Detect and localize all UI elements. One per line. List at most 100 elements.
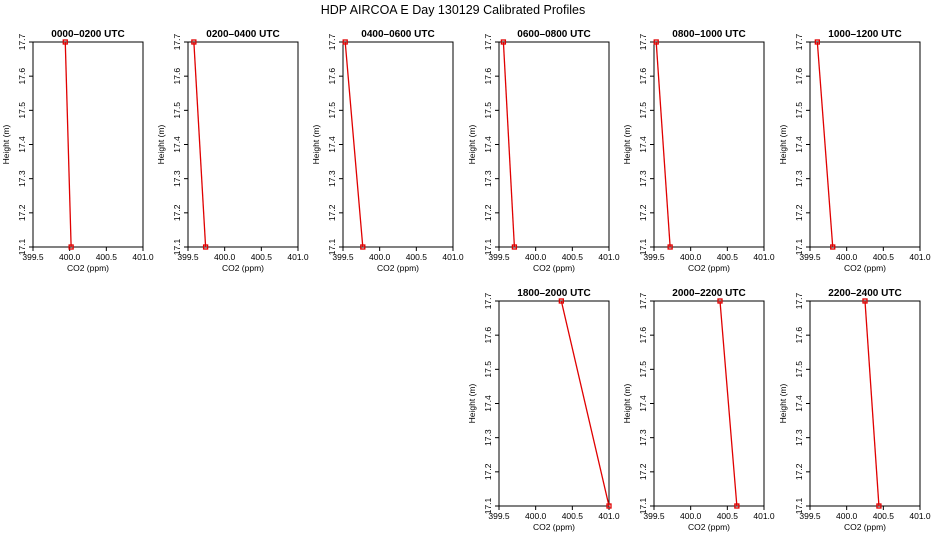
y-axis-label: Height (m) — [778, 125, 788, 165]
y-axis-label: Height (m) — [467, 384, 477, 424]
y-tick-label: 17.1 — [638, 497, 648, 514]
y-tick-label: 17.7 — [638, 33, 648, 50]
y-tick-label: 17.3 — [327, 170, 337, 187]
data-point — [68, 244, 74, 250]
y-tick-label: 17.5 — [794, 361, 804, 378]
data-point — [653, 39, 659, 45]
panel-9: 2200–2400 UTC 399.5 400.0 400.5 401.0 17.1 17.… — [778, 288, 931, 532]
y-tick-label: 17.4 — [794, 136, 804, 153]
y-tick-label: 17.3 — [638, 170, 648, 187]
data-point — [876, 503, 882, 509]
y-tick-label: 17.1 — [794, 497, 804, 514]
x-tick-label: 399.5 — [643, 252, 665, 262]
x-tick-label: 399.5 — [799, 252, 821, 262]
x-axis-label: CO2 (ppm) — [67, 263, 109, 273]
y-tick-label: 17.4 — [327, 136, 337, 153]
x-tick-label: 400.5 — [251, 252, 273, 262]
profile-line — [64, 41, 72, 248]
x-tick-label: 399.5 — [488, 511, 510, 521]
x-tick-label: 401.0 — [132, 252, 154, 262]
x-axis-label: CO2 (ppm) — [688, 522, 730, 532]
y-tick-label: 17.6 — [327, 68, 337, 85]
panel-title: 0200–0400 UTC — [206, 29, 279, 40]
y-tick-label: 17.1 — [483, 238, 493, 255]
x-tick-label: 400.0 — [836, 511, 858, 521]
profile-line — [560, 300, 610, 507]
plot-frame — [653, 41, 765, 248]
panel-5: 0800–1000 UTC 399.5 400.0 400.5 401.0 17.1 17.… — [622, 29, 775, 273]
data-point — [667, 244, 673, 250]
y-tick-label: 17.3 — [483, 170, 493, 187]
plot-frame — [187, 41, 299, 248]
y-tick-label: 17.3 — [638, 429, 648, 446]
x-tick-label: 399.5 — [177, 252, 199, 262]
x-tick-label: 399.5 — [332, 252, 354, 262]
y-tick-label: 17.6 — [483, 68, 493, 85]
y-tick-label: 17.2 — [794, 204, 804, 221]
y-tick-label: 17.4 — [794, 395, 804, 412]
x-tick-label: 400.5 — [406, 252, 428, 262]
plot-frame — [498, 41, 610, 248]
y-tick-label: 17.2 — [17, 204, 27, 221]
y-tick-label: 17.4 — [483, 395, 493, 412]
y-tick-label: 17.3 — [483, 429, 493, 446]
x-tick-label: 401.0 — [598, 511, 620, 521]
y-tick-label: 17.2 — [172, 204, 182, 221]
y-tick-label: 17.5 — [483, 361, 493, 378]
panel-8: 2000–2200 UTC 399.5 400.0 400.5 401.0 17.1 17.… — [622, 288, 775, 532]
y-tick-label: 17.4 — [483, 136, 493, 153]
y-tick-label: 17.7 — [327, 33, 337, 50]
x-tick-label: 399.5 — [488, 252, 510, 262]
x-tick-label: 400.0 — [680, 252, 702, 262]
x-tick-label: 400.0 — [680, 511, 702, 521]
data-point — [862, 298, 868, 304]
x-axis-label: CO2 (ppm) — [222, 263, 264, 273]
y-tick-label: 17.4 — [638, 395, 648, 412]
x-tick-label: 401.0 — [753, 511, 775, 521]
plot-frame — [32, 41, 144, 248]
panel-4: 0600–0800 UTC 399.5 400.0 400.5 401.0 17.1 17.… — [467, 29, 620, 273]
profile-line — [655, 41, 671, 248]
x-tick-label: 400.0 — [525, 252, 547, 262]
x-axis-label: CO2 (ppm) — [533, 263, 575, 273]
y-tick-label: 17.1 — [327, 238, 337, 255]
panel-title: 2000–2200 UTC — [672, 288, 745, 299]
y-axis-label: Height (m) — [1, 125, 11, 165]
y-axis-label: Height (m) — [467, 125, 477, 165]
y-tick-label: 17.1 — [17, 238, 27, 255]
x-tick-label: 400.0 — [59, 252, 81, 262]
x-tick-label: 399.5 — [799, 511, 821, 521]
x-tick-label: 401.0 — [909, 511, 931, 521]
y-tick-label: 17.6 — [638, 327, 648, 344]
panel-3: 0400–0600 UTC 399.5 400.0 400.5 401.0 17.1 17.… — [311, 29, 464, 273]
panel-1: 0000–0200 UTC 399.5 400.0 400.5 401.0 17.1 17.… — [1, 29, 154, 273]
y-axis-label: Height (m) — [622, 125, 632, 165]
data-point — [830, 244, 836, 250]
profile-line — [193, 41, 207, 248]
plot-frame — [809, 300, 921, 507]
y-tick-label: 17.3 — [794, 170, 804, 187]
panel-title: 0800–1000 UTC — [672, 29, 745, 40]
y-tick-label: 17.7 — [17, 33, 27, 50]
y-tick-label: 17.5 — [794, 102, 804, 119]
x-tick-label: 400.5 — [717, 252, 739, 262]
x-axis-label: CO2 (ppm) — [844, 522, 886, 532]
figure-title: HDP AIRCOA E Day 130129 Calibrated Profi… — [321, 3, 585, 17]
x-tick-label: 400.0 — [836, 252, 858, 262]
x-tick-label: 400.0 — [214, 252, 236, 262]
y-tick-label: 17.1 — [172, 238, 182, 255]
panel-2: 0200–0400 UTC 399.5 400.0 400.5 401.0 17.1 17.… — [156, 29, 309, 273]
x-axis-label: CO2 (ppm) — [844, 263, 886, 273]
y-tick-label: 17.7 — [794, 292, 804, 309]
x-tick-label: 399.5 — [643, 511, 665, 521]
x-tick-label: 400.0 — [369, 252, 391, 262]
data-point — [558, 298, 564, 304]
panel-title: 2200–2400 UTC — [828, 288, 901, 299]
y-tick-label: 17.7 — [638, 292, 648, 309]
y-tick-label: 17.2 — [327, 204, 337, 221]
data-point — [360, 244, 366, 250]
x-tick-label: 400.5 — [562, 511, 584, 521]
x-axis-label: CO2 (ppm) — [377, 263, 419, 273]
y-tick-label: 17.6 — [172, 68, 182, 85]
